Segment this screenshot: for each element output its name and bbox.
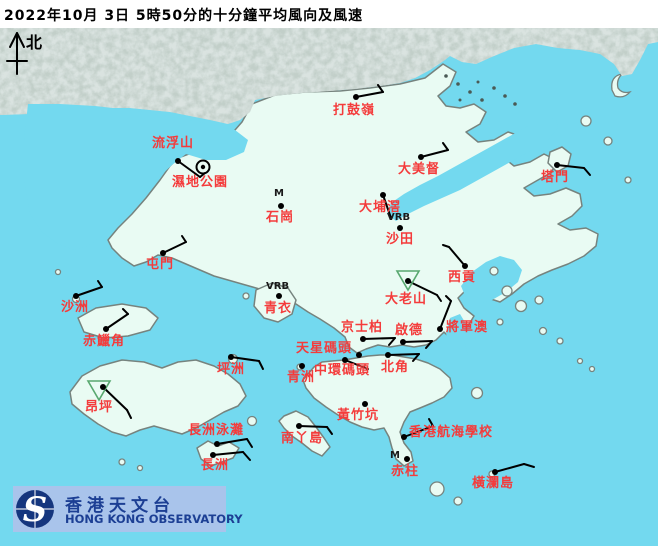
land-lamma-island: [278, 410, 331, 457]
wind-barb-waglan-island: [494, 463, 525, 473]
wind-barb-cheung-chau: [242, 451, 251, 461]
junk-bay: [446, 314, 468, 360]
station-dot-peng-chau: [228, 354, 234, 360]
hko-name-chinese: 香港天文台: [65, 496, 175, 516]
wind-barb-sai-kung: [442, 244, 450, 248]
station-dot-sai-kung: [462, 263, 468, 269]
wind-barb-chek-lap-kok: [105, 313, 129, 330]
station-dot-lau-fau-shan: [175, 158, 181, 164]
station-dot-central-pier: [342, 357, 348, 363]
wind-barb-north-point: [387, 353, 420, 356]
station-dot-waglan-island: [492, 469, 498, 475]
station-dot-wong-chuk-hang: [362, 401, 368, 407]
station-dot-stanley: [404, 456, 410, 462]
station-dot-ngong-ping: [100, 384, 106, 390]
wind-barb-tap-mun: [556, 164, 585, 169]
wind-barb-cheung-chau-beach: [216, 438, 248, 445]
urban-area-shenzhen: [0, 28, 658, 124]
wind-barb-sha-chau: [97, 280, 103, 288]
land-tsing-yi: [253, 282, 297, 323]
deep-bay: [24, 104, 248, 250]
station-dot-kings-park: [360, 336, 366, 342]
wind-barb-tuen-mun: [162, 241, 187, 254]
wind-barb-tates-cairn: [407, 280, 438, 296]
port-shelter-bay: [461, 256, 522, 304]
triangle-marker-icon: [395, 270, 421, 292]
triangle-marker-icon: [86, 380, 112, 402]
wind-barb-lamma-island: [326, 426, 333, 435]
wind-barb-kings-park: [362, 337, 396, 340]
wind-barb-lau-fau-shan: [177, 160, 201, 178]
title-strip: [0, 0, 658, 28]
station-dot-cheung-chau-beach: [214, 441, 220, 447]
wind-barb-tai-mei-tuk: [420, 149, 449, 158]
wind-barb-tai-po-kau: [382, 194, 392, 219]
wind-barb-cheung-chau: [212, 451, 244, 456]
wind-barb-hk-sea-school: [428, 418, 434, 427]
tolo-harbour: [387, 117, 558, 221]
map-title: 2022年10月 3日 5時50分的十分鐘平均風向及風速: [4, 8, 364, 24]
wind-barb-tates-cairn: [436, 294, 442, 302]
station-dot-tates-cairn: [405, 278, 411, 284]
station-dot-hk-sea-school: [401, 434, 407, 440]
station-dot-tuen-mun: [160, 250, 166, 256]
wind-barb-lamma-island: [298, 425, 328, 428]
station-dot-ta-kwu-ling: [353, 94, 359, 100]
station-dot-chek-lap-kok: [103, 326, 109, 332]
wind-barb-north-point: [412, 353, 420, 362]
land-hong-kong-island: [302, 354, 453, 467]
wind-barb-ta-kwu-ling: [377, 84, 384, 93]
wind-barb-central-pier: [344, 359, 369, 370]
wind-barb-peng-chau: [258, 360, 264, 370]
wind-barb-kings-park: [388, 337, 396, 346]
station-dot-kai-tak: [400, 339, 406, 345]
station-dot-tai-po-kau: [380, 192, 386, 198]
hko-logo-icon: S: [16, 490, 54, 529]
islet-speckles: [444, 74, 517, 106]
svg-text:S: S: [23, 490, 48, 529]
hko-banner: S 香港天文台 HONG KONG OBSERVATORY: [13, 486, 243, 532]
station-dot-sha-tin: [397, 225, 403, 231]
land-lantau-island: [69, 359, 247, 437]
station-dot-tai-mei-tuk: [418, 154, 424, 160]
wind-barb-tseung-kwan-o: [439, 300, 452, 330]
wind-barb-cheung-chau-beach: [246, 438, 253, 448]
wind-barb-tseung-kwan-o: [445, 295, 452, 302]
wind-barb-ta-kwu-ling: [355, 91, 384, 98]
north-label: 北: [26, 33, 43, 52]
wind-barb-waglan-island: [523, 463, 535, 468]
station-dot-tseung-kwan-o: [437, 326, 443, 332]
wind-barb-kai-tak: [402, 340, 433, 343]
station-dot-lamma-island: [296, 423, 302, 429]
wind-barb-kai-tak: [425, 340, 433, 349]
station-dot-cheung-chau: [210, 452, 216, 458]
station-dot-shek-kong: [278, 203, 284, 209]
hko-name-english: HONG KONG OBSERVATORY: [65, 512, 243, 526]
north-arrow-icon: [6, 32, 28, 75]
wind-barb-tap-mun: [583, 167, 591, 176]
wind-barb-ngong-ping: [126, 409, 132, 419]
wind-barb-peng-chau: [230, 356, 260, 362]
wind-barb-sai-kung: [448, 246, 466, 267]
station-dot-sha-chau: [73, 293, 79, 299]
wind-barb-ngong-ping: [102, 386, 128, 411]
station-dot-star-ferry-pier: [356, 352, 362, 358]
wind-barb-sha-chau: [75, 286, 103, 297]
wind-barb-tai-mei-tuk: [442, 142, 449, 151]
calm-wind-icon: [195, 159, 211, 175]
wind-barb-chek-lap-kok: [122, 308, 129, 315]
station-dot-tsing-yi: [276, 293, 282, 299]
station-dot-wetland-park: [200, 164, 206, 170]
wind-barb-hk-sea-school: [403, 425, 434, 438]
station-dot-tap-mun: [554, 162, 560, 168]
station-dot-green-island: [299, 363, 305, 369]
station-dot-north-point: [385, 352, 391, 358]
wind-barb-tuen-mun: [181, 235, 187, 243]
